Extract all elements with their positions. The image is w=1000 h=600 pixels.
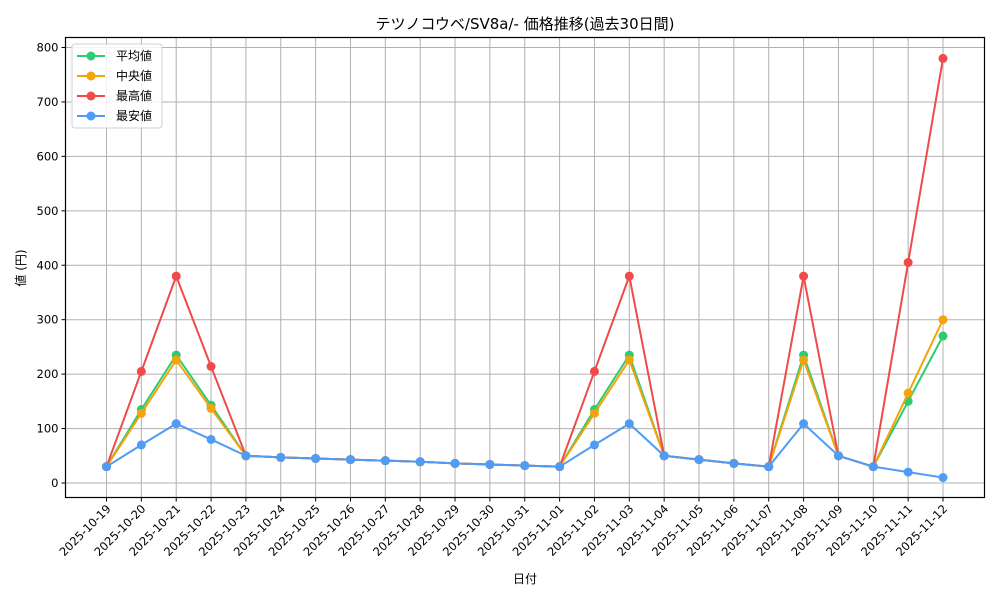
data-point [380, 456, 390, 466]
data-point [415, 457, 425, 467]
grid-lines [65, 37, 985, 498]
data-point [520, 461, 530, 471]
y-tick-label: 100 [37, 422, 59, 436]
data-point [206, 362, 216, 372]
data-point [938, 315, 948, 325]
data-point [938, 331, 948, 341]
data-point [589, 408, 599, 418]
data-point [589, 440, 599, 450]
y-tick-label: 300 [37, 313, 59, 327]
data-point [555, 462, 565, 472]
y-axis-ticks: 0 100 200 300 400 500 600 700 800 [37, 41, 66, 490]
y-tick-label: 0 [51, 476, 58, 490]
data-point [799, 419, 809, 429]
data-point [938, 473, 948, 483]
data-point [624, 355, 634, 365]
y-axis-label: 値 (円) [13, 249, 28, 286]
data-point [102, 462, 111, 472]
data-point [903, 467, 913, 477]
y-tick-label: 700 [37, 95, 59, 109]
series-layer [102, 53, 948, 483]
data-point [171, 419, 181, 429]
data-point [903, 388, 913, 398]
legend-label: 最安値 [116, 108, 152, 123]
data-point [345, 455, 355, 465]
data-point [938, 53, 948, 63]
data-point [903, 258, 913, 268]
data-point [171, 355, 181, 365]
data-point [659, 451, 669, 461]
data-point [136, 440, 146, 450]
y-tick-label: 400 [37, 258, 59, 272]
data-point [694, 455, 704, 465]
data-point [206, 434, 216, 444]
data-point [450, 458, 460, 468]
data-point [624, 419, 634, 429]
data-point [624, 271, 634, 281]
data-point [311, 454, 321, 464]
data-point [171, 271, 181, 281]
data-point [136, 366, 146, 376]
y-tick-label: 800 [37, 41, 59, 55]
legend-label: 平均値 [116, 48, 152, 63]
data-point [868, 462, 878, 472]
data-point [136, 408, 146, 418]
data-point [764, 462, 774, 472]
data-point [589, 366, 599, 376]
x-axis-ticks: 2025-10-192025-10-202025-10-212025-10-22… [56, 497, 950, 559]
data-point [206, 403, 216, 413]
x-axis-label: 日付 [513, 572, 537, 586]
legend-label: 最高値 [116, 88, 152, 103]
chart-title: テツノコウベ/SV8a/- 価格推移(過去30日間) [376, 15, 675, 33]
series-3 [102, 419, 948, 483]
y-tick-label: 600 [37, 149, 59, 163]
data-point [485, 459, 495, 469]
data-point [241, 451, 251, 461]
y-tick-label: 500 [37, 204, 59, 218]
data-point [799, 355, 809, 365]
y-tick-label: 200 [37, 367, 59, 381]
data-point [729, 458, 739, 468]
data-point [276, 452, 286, 462]
data-point [833, 451, 843, 461]
legend-label: 中央値 [116, 68, 152, 83]
data-point [799, 271, 809, 281]
